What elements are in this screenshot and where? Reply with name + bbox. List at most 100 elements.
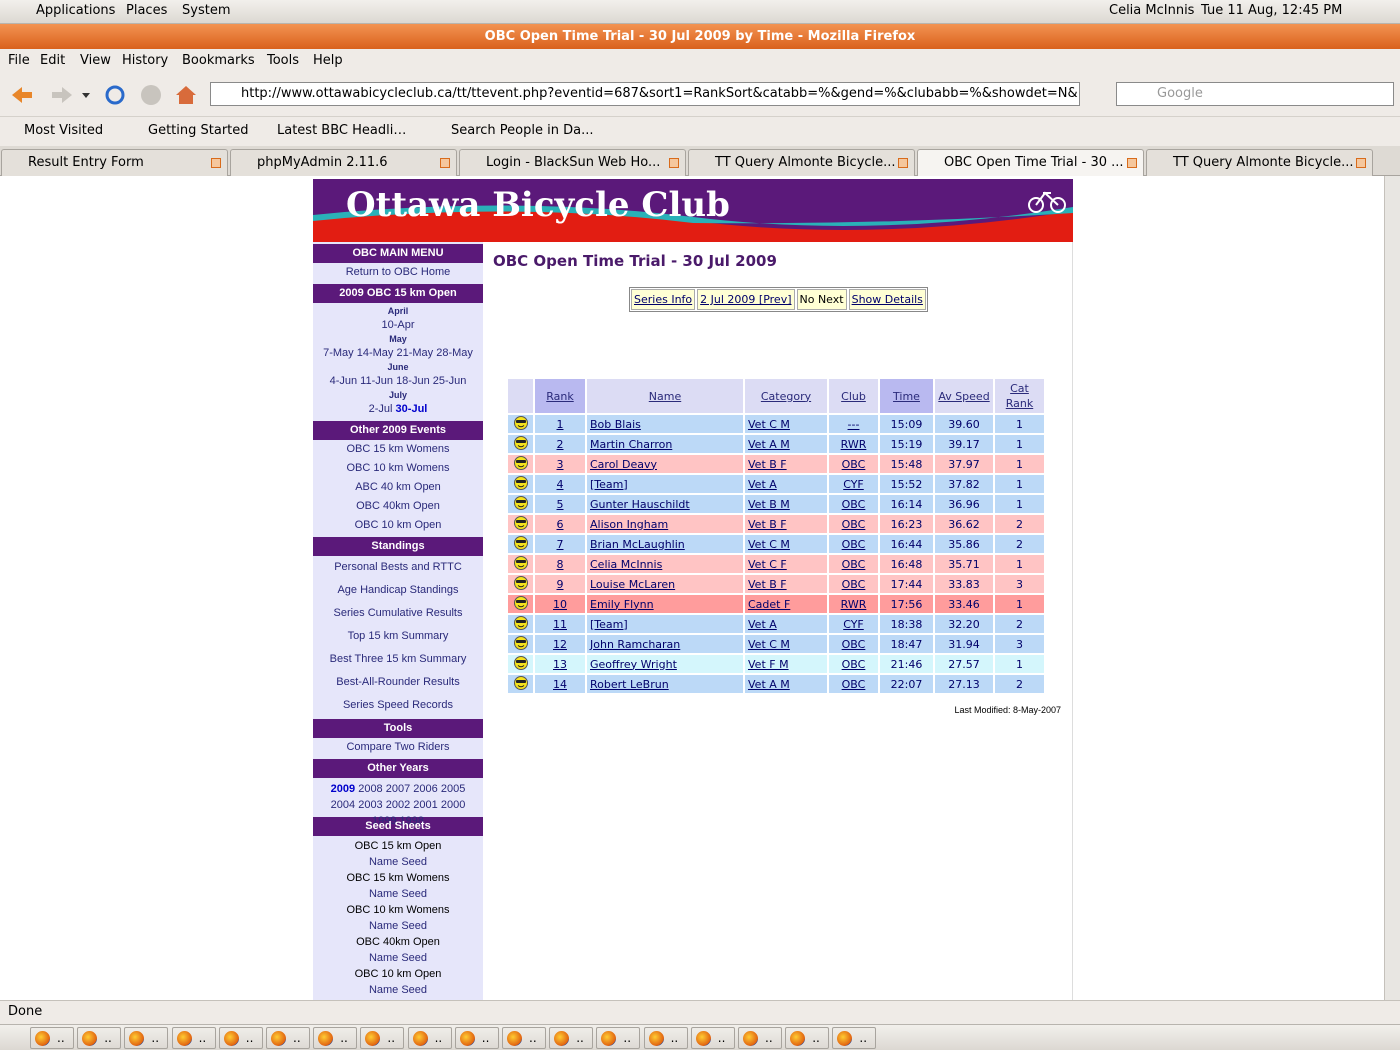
task-button[interactable]: ..	[171, 1027, 216, 1049]
sidebar-link[interactable]: ABC 40 km Open	[355, 481, 441, 493]
seed-link[interactable]: Name	[368, 856, 399, 868]
sidebar-link[interactable]: Best-All-Rounder Results	[336, 676, 460, 688]
year-link[interactable]: 2004	[330, 799, 356, 811]
cell[interactable]: Vet C M	[745, 415, 827, 433]
cell[interactable]: Emily Flynn	[587, 595, 743, 613]
cell[interactable]: CYF	[829, 475, 878, 493]
date-link[interactable]: 25-Jun	[432, 375, 467, 387]
menu-item[interactable]: Tools	[267, 53, 300, 68]
cell[interactable]: Brian McLaughlin	[587, 535, 743, 553]
cell[interactable]: Vet C M	[745, 635, 827, 653]
cell[interactable]: 12	[535, 635, 585, 653]
nav-link[interactable]: Series Info	[631, 289, 696, 310]
date-link[interactable]: 4-Jun	[329, 375, 358, 387]
date-link[interactable]: 2-Jul	[368, 403, 393, 415]
cell[interactable]: 10	[535, 595, 585, 613]
task-button[interactable]: ..	[549, 1027, 594, 1049]
column-header[interactable]: Name	[587, 379, 743, 413]
task-button[interactable]: ..	[643, 1027, 688, 1049]
cell[interactable]: 1	[535, 415, 585, 433]
year-link[interactable]: 2000	[440, 799, 466, 811]
tab[interactable]: Login - BlackSun Web Ho...	[459, 149, 686, 176]
panel-clock[interactable]: Tue 11 Aug, 12:45 PM	[1201, 3, 1343, 18]
task-button[interactable]: ..	[454, 1027, 499, 1049]
seed-link[interactable]: Seed	[401, 888, 428, 900]
column-header[interactable]: Rank	[535, 379, 585, 413]
cell[interactable]: RWR	[829, 595, 878, 613]
seed-link[interactable]: Seed	[401, 984, 428, 996]
cell[interactable]: Vet A M	[745, 675, 827, 693]
cell[interactable]: [Team]	[587, 615, 743, 633]
bookmark[interactable]: Latest BBC Headli…	[277, 123, 407, 138]
seed-link[interactable]: Name	[368, 888, 399, 900]
task-button[interactable]: ..	[266, 1027, 310, 1049]
cell[interactable]: 11	[535, 615, 585, 633]
cell[interactable]: Vet C F	[745, 555, 827, 573]
sidebar-link[interactable]: Personal Bests and RTTC	[334, 561, 462, 573]
cell[interactable]: Vet A	[745, 615, 827, 633]
cell[interactable]: Vet A M	[745, 435, 827, 453]
cell[interactable]: OBC	[829, 495, 878, 513]
sidebar-link[interactable]: Compare Two Riders	[346, 741, 450, 753]
year-link[interactable]: 2003	[358, 799, 383, 811]
cell[interactable]: RWR	[829, 435, 878, 453]
year-link[interactable]: 2002	[385, 799, 411, 811]
seed-link[interactable]: Name	[368, 952, 399, 964]
cell[interactable]: 7	[535, 535, 585, 553]
task-button[interactable]: ..	[832, 1027, 877, 1049]
sidebar-link[interactable]: Return to OBC Home	[345, 266, 451, 278]
date-link[interactable]: 28-May	[436, 347, 473, 359]
seed-link[interactable]: Seed	[401, 920, 428, 932]
cell[interactable]: 2	[535, 435, 585, 453]
cell[interactable]: CYF	[829, 615, 878, 633]
cell[interactable]: 8	[535, 555, 585, 573]
year-link[interactable]: 2001	[413, 799, 438, 811]
menu-item[interactable]: Bookmarks	[182, 53, 255, 68]
nav-link[interactable]: Show Details	[848, 289, 926, 310]
menu-item[interactable]: Edit	[40, 53, 66, 68]
cell[interactable]: OBC	[829, 675, 878, 693]
cell[interactable]: 14	[535, 675, 585, 693]
seed-link[interactable]: Name	[368, 984, 399, 996]
cell[interactable]: Vet B F	[745, 575, 827, 593]
column-header[interactable]: Time	[880, 379, 933, 413]
bookmark[interactable]: Getting Started	[148, 123, 249, 138]
seed-link[interactable]: Seed	[401, 856, 428, 868]
task-button[interactable]: ..	[124, 1027, 169, 1049]
tab[interactable]: TT Query Almonte Bicycle...	[1146, 149, 1373, 176]
cell[interactable]: 3	[535, 455, 585, 473]
cell[interactable]: John Ramcharan	[587, 635, 743, 653]
column-header[interactable]: Category	[745, 379, 827, 413]
tab[interactable]: OBC Open Time Trial - 30 ...	[917, 149, 1144, 177]
year-link[interactable]: 2009	[330, 783, 356, 795]
column-header[interactable]: Club	[829, 379, 878, 413]
sidebar-link[interactable]: Series Speed Records	[342, 699, 454, 711]
bookmark[interactable]: Search People in Da...	[451, 123, 594, 138]
date-link[interactable]: 7-May	[323, 347, 354, 359]
cell[interactable]: ---	[829, 415, 878, 433]
date-link[interactable]: 14-May	[356, 347, 394, 359]
sidebar-link[interactable]: Top 15 km Summary	[347, 630, 449, 642]
date-link[interactable]: 10-Apr	[381, 319, 415, 331]
cell[interactable]: 9	[535, 575, 585, 593]
cell[interactable]: Celia McInnis	[587, 555, 743, 573]
sidebar-link[interactable]: Best Three 15 km Summary	[329, 653, 467, 665]
panel-menu[interactable]: Places	[126, 3, 168, 18]
cell[interactable]: OBC	[829, 635, 878, 653]
panel-menu[interactable]: Applications	[36, 3, 116, 18]
tab[interactable]: phpMyAdmin 2.11.6	[230, 149, 457, 176]
cell[interactable]: Vet C M	[745, 535, 827, 553]
sidebar-link[interactable]: Series Cumulative Results	[333, 607, 463, 619]
task-button[interactable]: ..	[738, 1027, 782, 1049]
cell[interactable]: OBC	[829, 515, 878, 533]
seed-link[interactable]: Seed	[401, 952, 428, 964]
cell[interactable]: Alison Ingham	[587, 515, 743, 533]
cell[interactable]: 13	[535, 655, 585, 673]
cell[interactable]: Gunter Hauschildt	[587, 495, 743, 513]
sidebar-link[interactable]: Age Handicap Standings	[337, 584, 459, 596]
cell[interactable]: Cadet F	[745, 595, 827, 613]
panel-user[interactable]: Celia McInnis	[1109, 3, 1195, 18]
task-button[interactable]: ..	[77, 1027, 122, 1049]
cell[interactable]: Vet A	[745, 475, 827, 493]
task-button[interactable]: ..	[313, 1027, 358, 1049]
